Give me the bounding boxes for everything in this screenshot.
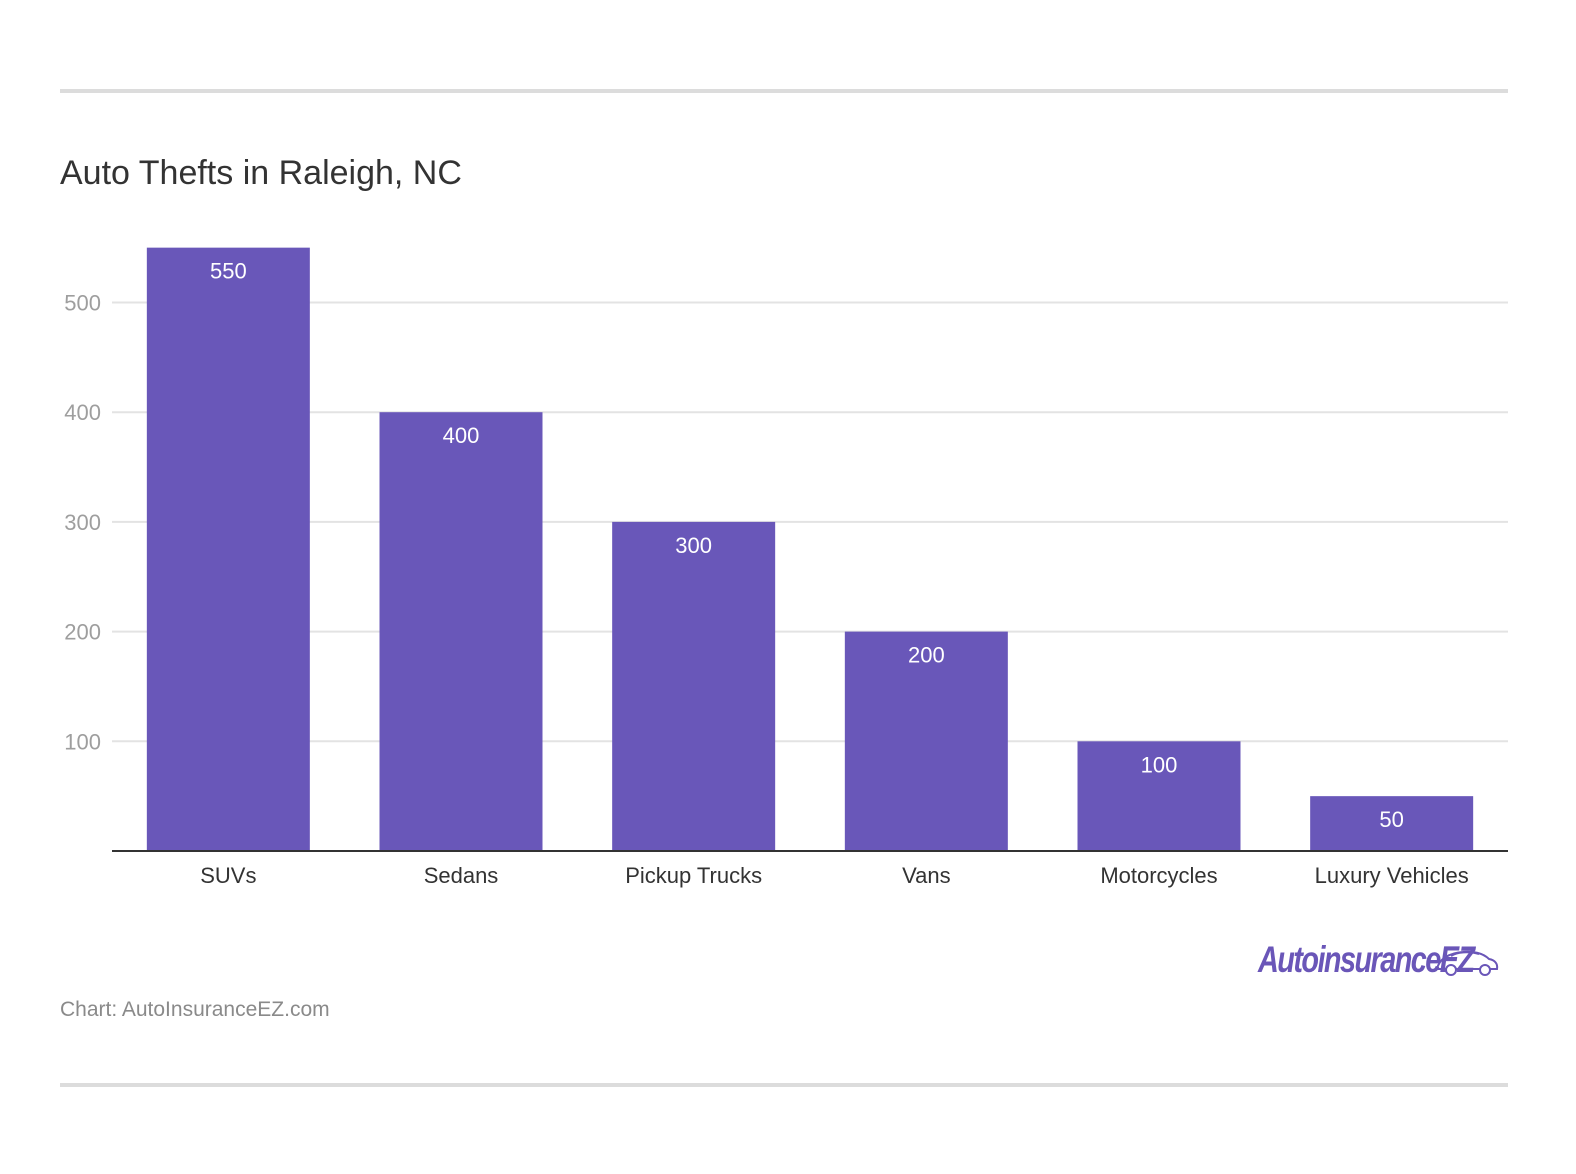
bar-value-label: 100: [1141, 752, 1178, 777]
bar-value-label: 50: [1379, 807, 1403, 832]
bar: [1310, 796, 1474, 851]
bar: [379, 412, 543, 851]
bar: [844, 631, 1008, 851]
bar-value-label: 400: [443, 423, 480, 448]
x-tick-label: Pickup Trucks: [625, 863, 762, 888]
chart-source: Chart: AutoInsuranceEZ.com: [60, 998, 330, 1021]
y-tick-label: 100: [64, 729, 101, 754]
x-tick-label: Vans: [902, 863, 951, 888]
x-tick-label: SUVs: [200, 863, 256, 888]
y-tick-label: 300: [64, 510, 101, 535]
bar-value-label: 200: [908, 643, 945, 668]
bar-value-label: 550: [210, 259, 247, 284]
y-tick-label: 400: [64, 400, 101, 425]
logo-text: AutoinsuranceEZ: [1258, 939, 1475, 980]
bar: [612, 521, 776, 851]
y-tick-label: 500: [64, 291, 101, 316]
top-divider: [60, 89, 1508, 93]
bottom-divider: [60, 1083, 1508, 1087]
chart-title: Auto Thefts in Raleigh, NC: [60, 154, 462, 192]
x-tick-label: Motorcycles: [1100, 863, 1217, 888]
x-tick-label: Sedans: [424, 863, 499, 888]
y-tick-label: 200: [64, 620, 101, 645]
bar: [146, 247, 310, 851]
bar: [1077, 741, 1241, 851]
car-icon: [1435, 950, 1499, 976]
bar-value-label: 300: [675, 533, 712, 558]
brand-logo: AutoinsuranceEZ: [1258, 935, 1534, 985]
x-tick-label: Luxury Vehicles: [1315, 863, 1469, 888]
